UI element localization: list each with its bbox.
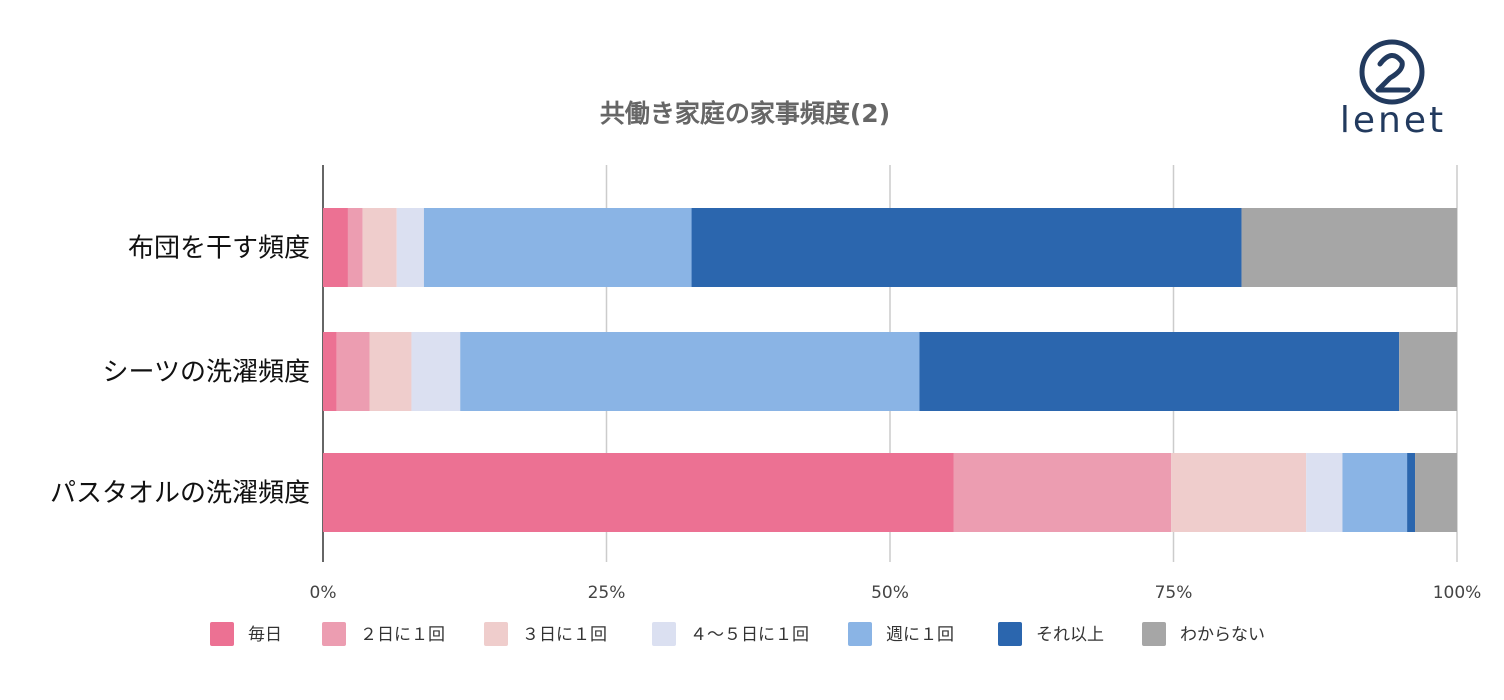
bar-segment <box>1415 453 1457 532</box>
legend-label: ３日に１回 <box>522 625 607 645</box>
bar-segment <box>1241 208 1457 287</box>
bar-segment <box>323 332 337 411</box>
legend-swatch <box>998 622 1022 646</box>
legend-label: ２日に１回 <box>360 625 445 645</box>
category-label: シーツの洗濯頻度 <box>103 358 310 388</box>
legend-label: 毎日 <box>248 625 282 645</box>
lenet-logo <box>1359 39 1425 105</box>
bar-segment <box>691 208 1242 287</box>
logo-text: lenet <box>1339 100 1447 141</box>
bar-segment <box>362 208 397 287</box>
bar-segment <box>919 332 1400 411</box>
legend-label: それ以上 <box>1036 625 1104 645</box>
bar-segment <box>336 332 370 411</box>
bar-segment <box>953 453 1172 532</box>
bar-segment <box>347 208 363 287</box>
x-tick-label: 50% <box>871 583 909 603</box>
bar-segment <box>411 332 461 411</box>
legend-swatch <box>484 622 508 646</box>
x-tick-label: 25% <box>588 583 626 603</box>
legend-swatch <box>652 622 676 646</box>
bar-segment <box>323 208 348 287</box>
bar-segment <box>1171 453 1307 532</box>
bar-segment <box>323 453 954 532</box>
legend-swatch <box>848 622 872 646</box>
legend-label: ４〜５日に１回 <box>690 625 809 645</box>
bar-segment <box>1306 453 1343 532</box>
chart-title: 共働き家庭の家事頻度(2) <box>600 99 890 128</box>
bar-segment <box>396 208 424 287</box>
legend-label: わからない <box>1180 625 1265 645</box>
legend-swatch <box>1142 622 1166 646</box>
x-tick-label: 75% <box>1155 583 1193 603</box>
bar-segment <box>460 332 920 411</box>
x-tick-label: 0% <box>310 583 337 603</box>
category-label: 布団を干す頻度 <box>128 234 310 264</box>
bar-segment <box>369 332 412 411</box>
legend-swatch <box>210 622 234 646</box>
legend-swatch <box>322 622 346 646</box>
category-label: パスタオルの洗濯頻度 <box>50 479 310 509</box>
x-tick-label: 100% <box>1433 583 1482 603</box>
bar-segment <box>1399 332 1457 411</box>
bar-segment <box>1407 453 1416 532</box>
legend-label: 週に１回 <box>886 625 954 645</box>
bar-segment <box>423 208 692 287</box>
bar-segment <box>1342 453 1408 532</box>
